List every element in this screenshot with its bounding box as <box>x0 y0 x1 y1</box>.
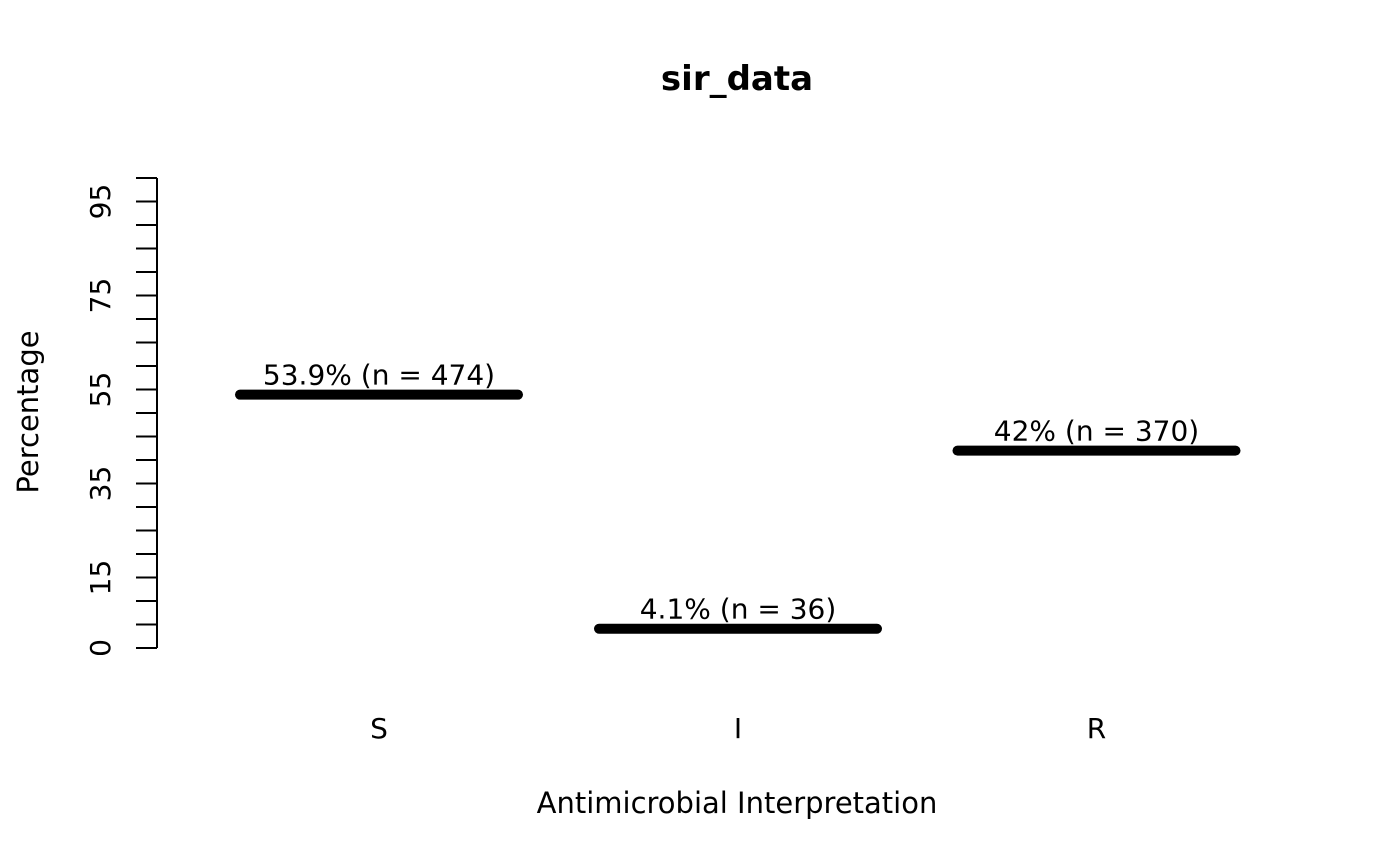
y-tick-label-55: 55 <box>84 372 117 408</box>
y-tick-label-35: 35 <box>84 466 117 502</box>
bar-value-label-R: 42% (n = 370) <box>994 415 1199 448</box>
y-tick-label-15: 15 <box>84 560 117 596</box>
bar-value-label-I: 4.1% (n = 36) <box>640 593 837 626</box>
y-axis-title: Percentage <box>11 330 45 493</box>
x-axis-title: Antimicrobial Interpretation <box>537 786 938 820</box>
plot-area: 0 15 35 55 75 95 53.9% (n = 474) S 4.1% (n = 36)… <box>84 177 1241 745</box>
x-category-label-I: I <box>734 712 742 745</box>
y-tick-label-75: 75 <box>84 278 117 314</box>
x-category-label-S: S <box>370 712 388 745</box>
y-tick-label-0: 0 <box>84 639 117 657</box>
y-tick-label-95: 95 <box>84 184 117 220</box>
x-category-label-R: R <box>1087 712 1106 745</box>
chart-title: sir_data <box>661 59 813 99</box>
bar-value-label-S: 53.9% (n = 474) <box>263 359 495 392</box>
